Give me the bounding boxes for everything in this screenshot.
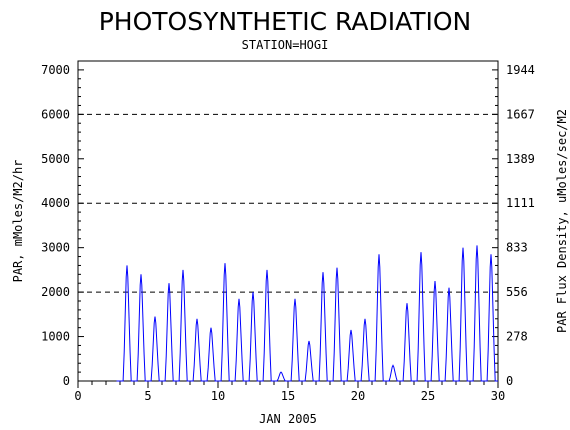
y2-tick-label: 1111 bbox=[506, 196, 535, 210]
y-tick-label: 2000 bbox=[41, 285, 70, 299]
y-tick-label: 0 bbox=[63, 374, 70, 388]
x-tick-label: 20 bbox=[351, 389, 365, 403]
x-tick-label: 10 bbox=[211, 389, 225, 403]
y2-tick-label: 1667 bbox=[506, 107, 535, 121]
y-tick-label: 3000 bbox=[41, 241, 70, 255]
y-tick-label: 4000 bbox=[41, 196, 70, 210]
y-tick-label: 1000 bbox=[41, 330, 70, 344]
x-tick-label: 30 bbox=[491, 389, 505, 403]
chart-subtitle: STATION=HOGI bbox=[242, 38, 329, 52]
x-tick-label: 0 bbox=[74, 389, 81, 403]
x-tick-label: 25 bbox=[421, 389, 435, 403]
y-tick-label: 6000 bbox=[41, 107, 70, 121]
plot-frame bbox=[77, 60, 499, 382]
grid-lines bbox=[78, 113, 498, 293]
x-tick-label: 5 bbox=[144, 389, 151, 403]
x-tick-label: 15 bbox=[281, 389, 295, 403]
y-axis-label: PAR, mMoles/M2/hr bbox=[11, 160, 25, 283]
y2-tick-label: 556 bbox=[506, 285, 528, 299]
par-series-line bbox=[116, 245, 498, 382]
y2-tick-label: 278 bbox=[506, 330, 528, 344]
chart-title: PHOTOSYNTHETIC RADIATION bbox=[99, 7, 472, 36]
y2-axis-label: PAR Flux Density, uMoles/sec/M2 bbox=[555, 109, 569, 333]
y-tick-label: 5000 bbox=[41, 152, 70, 166]
y2-tick-label: 1389 bbox=[506, 152, 535, 166]
x-axis-label: JAN 2005 bbox=[259, 412, 317, 426]
y2-tick-label: 833 bbox=[506, 241, 528, 255]
series-group bbox=[116, 245, 498, 382]
y2-tick-label: 0 bbox=[506, 374, 513, 388]
y-tick-label: 7000 bbox=[41, 63, 70, 77]
y2-tick-label: 1944 bbox=[506, 63, 535, 77]
